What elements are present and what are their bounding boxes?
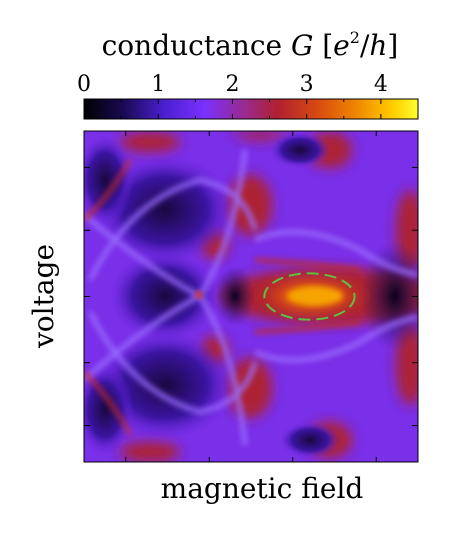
colorbar-tick-label: 2 [225, 72, 239, 97]
colorbar-ticks [83, 99, 382, 119]
heatmap-hotspot-core [287, 287, 343, 305]
colorbar: 0 1 2 3 4 [77, 72, 419, 120]
colorbar-tick-label: 0 [77, 72, 91, 97]
colorbar-gradient [83, 98, 419, 120]
x-axis-label: magnetic field [161, 472, 364, 505]
y-axis-label: voltage [27, 244, 60, 349]
colorbar-tick-label: 4 [374, 72, 388, 97]
colorbar-title: conductance G [e2/h] [102, 28, 399, 62]
heatmap-center-dot [195, 291, 203, 299]
heatmap-dark-lobes [84, 132, 418, 458]
colorbar-tick-label: 3 [300, 72, 314, 97]
colorbar-tick-label: 1 [151, 72, 165, 97]
colorbar-tick-labels: 0 1 2 3 4 [77, 72, 388, 97]
heatmap-ridges [84, 159, 361, 435]
annotation-dashed-ellipse [263, 272, 356, 321]
plot-axis-ticks [84, 131, 418, 462]
heatmap-plot [84, 131, 418, 462]
